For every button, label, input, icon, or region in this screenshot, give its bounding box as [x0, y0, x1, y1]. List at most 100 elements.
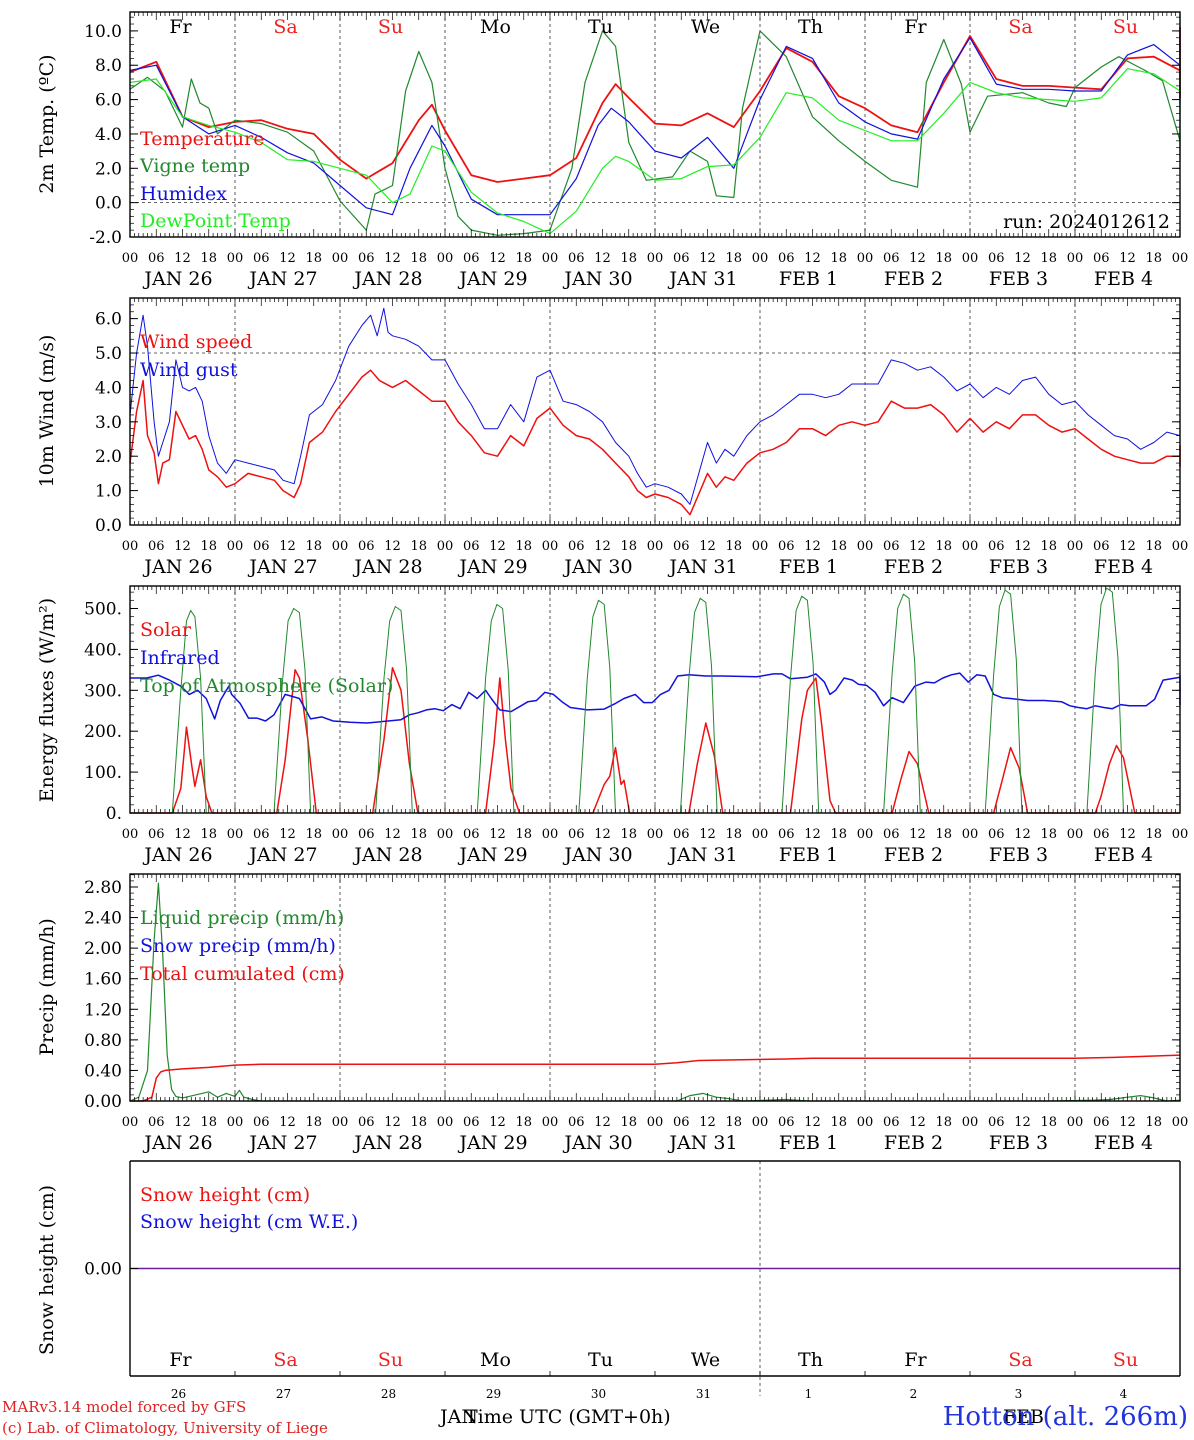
- date-label: JAN 28: [352, 1132, 422, 1154]
- hour-tick-label: 12: [699, 827, 716, 842]
- legend-entry: Infrared: [140, 647, 220, 669]
- legend-entry: DewPoint Temp: [140, 210, 291, 232]
- credit-line-2: (c) Lab. of Climatology, University of L…: [2, 1419, 328, 1437]
- weekday-label: Fr: [904, 16, 927, 38]
- legend-entry: Wind speed: [140, 331, 252, 353]
- month-label-jan: JAN: [438, 1406, 478, 1428]
- weekday-label: Su: [1113, 1349, 1138, 1371]
- hour-tick-label: 06: [148, 251, 165, 266]
- energy-panel: 00 06 12 18 00 06 12 18 00 06 12 18 00 06 12 18 00 06 12 18…: [36, 585, 1188, 866]
- hour-tick-label: 18: [1145, 827, 1162, 842]
- energy-axes: 00 06 12 18 00 06 12 18 00 06 12 18 00 06 12 18 00 06 12 18…: [36, 585, 1188, 866]
- date-label: JAN 29: [457, 556, 527, 578]
- date-label: JAN 26: [142, 268, 212, 290]
- temperature-panel: 00 06 12 18 00 06 12 18 00 06 12 18 00 06 12 18 00 06 12 18…: [36, 11, 1189, 290]
- hour-tick-label: 00: [542, 251, 559, 266]
- y-tick-label: -2.0: [89, 228, 122, 248]
- hour-tick-label: 18: [305, 539, 322, 554]
- y-tick-label: 8.0: [95, 56, 122, 76]
- hour-tick-label: 18: [515, 1115, 532, 1130]
- hour-tick-label: 06: [253, 251, 270, 266]
- precip-axes: 00 06 12 18 00 06 12 18 00 06 12 18 00 06 12 18 00 06 12 18…: [36, 873, 1188, 1154]
- date-label: FEB 2: [884, 268, 943, 290]
- hour-tick-label: 00: [1067, 1115, 1084, 1130]
- hour-tick-label: 12: [489, 251, 506, 266]
- y-axis-label: Precip (mm/h): [36, 918, 58, 1056]
- day-number-label: 3: [1015, 1387, 1023, 1401]
- date-label: FEB 2: [884, 1132, 943, 1154]
- y-tick-label: 5.0: [95, 344, 122, 364]
- hour-tick-label: 12: [279, 1115, 296, 1130]
- hour-tick-label: 06: [1093, 539, 1110, 554]
- hour-tick-label: 00: [227, 251, 244, 266]
- hour-tick-label: 06: [1093, 827, 1110, 842]
- hour-tick-label: 00: [542, 539, 559, 554]
- precip-grid: [234, 874, 1076, 1101]
- y-tick-label: 200.: [84, 722, 122, 742]
- weekday-label: Su: [1113, 16, 1138, 38]
- hour-tick-label: 00: [857, 1115, 874, 1130]
- hour-tick-label: 12: [804, 251, 821, 266]
- date-label: JAN 30: [562, 1132, 632, 1154]
- legend-entry: Wind gust: [140, 359, 238, 381]
- hour-tick-label: 06: [358, 539, 375, 554]
- y-tick-label: 0.40: [84, 1061, 122, 1081]
- series-line-infrared: [130, 672, 1181, 724]
- date-label: JAN 27: [247, 556, 317, 578]
- weekday-label: Th: [798, 16, 823, 38]
- weekday-label: Mo: [480, 1349, 511, 1371]
- hour-tick-label: 00: [647, 1115, 664, 1130]
- hour-tick-label: 12: [699, 539, 716, 554]
- wind-grid: [130, 298, 1180, 525]
- hour-tick-label: 00: [1067, 539, 1084, 554]
- weekday-label: We: [691, 1349, 720, 1371]
- hour-tick-label: 06: [883, 251, 900, 266]
- date-label: JAN 27: [247, 1132, 317, 1154]
- hour-tick-label: 12: [174, 251, 191, 266]
- hour-tick-label: 12: [1119, 827, 1136, 842]
- date-label: JAN 27: [247, 268, 317, 290]
- hour-tick-label: 06: [778, 539, 795, 554]
- weekday-label: Mo: [480, 16, 511, 38]
- hour-tick-label: 18: [305, 251, 322, 266]
- hour-tick-label: 12: [384, 827, 401, 842]
- date-label: FEB 4: [1094, 556, 1153, 578]
- hour-tick-label: 18: [305, 1115, 322, 1130]
- hour-tick-label: 00: [1172, 251, 1189, 266]
- day-number-label: 4: [1120, 1387, 1128, 1401]
- date-label: FEB 2: [884, 844, 943, 866]
- hour-tick-label: 00: [437, 1115, 454, 1130]
- y-tick-label: 0.0: [95, 516, 122, 536]
- weekday-label: Tu: [588, 1349, 613, 1371]
- hour-tick-label: 00: [437, 827, 454, 842]
- hour-tick-label: 12: [909, 539, 926, 554]
- run-label: run: 2024012612: [1003, 211, 1170, 233]
- hour-tick-label: 12: [909, 827, 926, 842]
- day-number-label: 1: [805, 1387, 813, 1401]
- date-label: FEB 4: [1094, 844, 1153, 866]
- hour-tick-label: 00: [752, 827, 769, 842]
- hour-tick-label: 12: [594, 827, 611, 842]
- hour-tick-label: 12: [1119, 1115, 1136, 1130]
- credit-line-1: MARv3.14 model forced by GFS: [2, 1398, 247, 1416]
- date-label: FEB 3: [989, 1132, 1048, 1154]
- hour-tick-label: 00: [752, 251, 769, 266]
- day-number-label: 29: [486, 1387, 501, 1401]
- hour-tick-label: 06: [463, 251, 480, 266]
- weekday-label: Su: [378, 16, 403, 38]
- y-tick-label: 0.0: [95, 194, 122, 214]
- hour-tick-label: 12: [384, 251, 401, 266]
- hour-tick-label: 06: [148, 827, 165, 842]
- date-label: JAN 28: [352, 844, 422, 866]
- hour-tick-label: 06: [778, 1115, 795, 1130]
- weekday-label: Tu: [588, 16, 613, 38]
- legend-entry: Top of Atmosphere (Solar): [140, 675, 393, 697]
- snow-panel: 26 27 28 29 30 31 1 2 3 4 0.00 Snow height (cm) Sno…: [36, 1160, 1181, 1428]
- weekday-label: Fr: [904, 1349, 927, 1371]
- y-tick-label: 0.00: [84, 1260, 122, 1280]
- hour-tick-label: 18: [200, 539, 217, 554]
- hour-tick-label: 12: [279, 251, 296, 266]
- date-label: FEB 2: [884, 556, 943, 578]
- weekday-label: Th: [798, 1349, 823, 1371]
